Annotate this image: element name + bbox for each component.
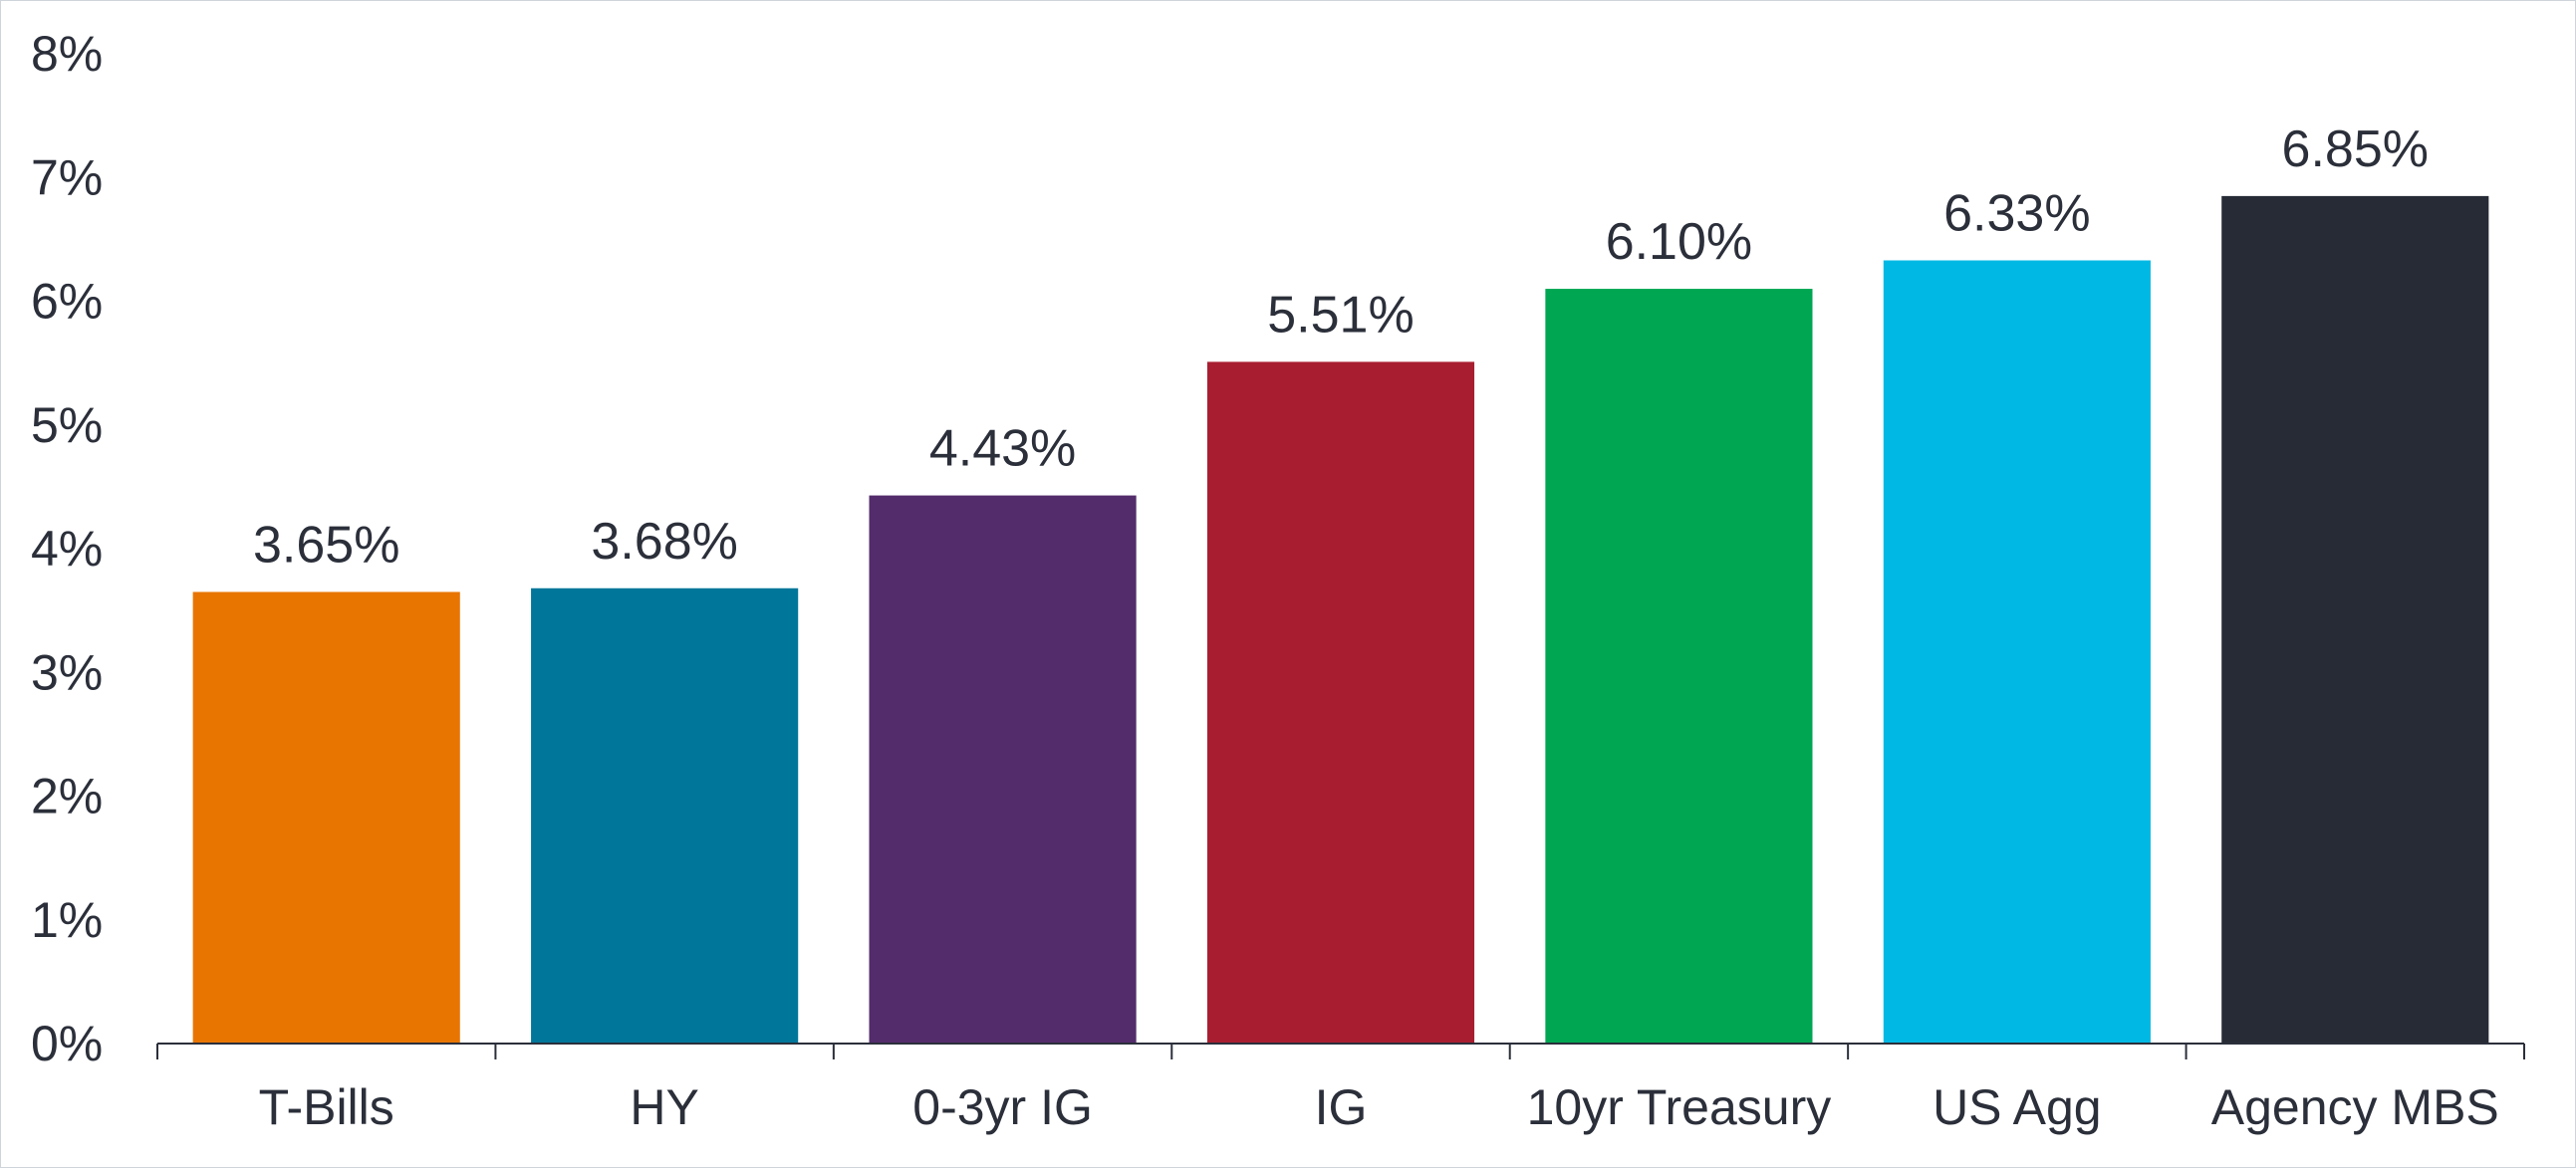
y-tick-label: 1% xyxy=(31,892,103,948)
x-tick-label: T-Bills xyxy=(259,1079,394,1135)
bar xyxy=(2221,195,2489,1044)
y-tick-label: 6% xyxy=(31,274,103,330)
data-label: 4.43% xyxy=(929,420,1076,478)
y-tick-label: 2% xyxy=(31,769,103,824)
y-tick-label: 5% xyxy=(31,397,103,453)
bar xyxy=(1545,289,1813,1044)
x-tick-label: 0-3yr IG xyxy=(912,1079,1093,1135)
data-label: 5.51% xyxy=(1267,286,1414,344)
y-tick-label: 4% xyxy=(31,521,103,577)
bar xyxy=(531,587,799,1044)
data-label: 3.68% xyxy=(591,513,737,571)
bars xyxy=(192,195,2489,1044)
data-label: 6.85% xyxy=(2282,120,2429,178)
y-tick-label: 8% xyxy=(31,26,103,82)
data-labels: 3.65% 3.68% 4.43% 5.51% 6.10% 6.33% 6.85% xyxy=(253,120,2429,575)
x-tick-label: US Agg xyxy=(1932,1079,2102,1135)
bar xyxy=(869,495,1137,1044)
bar xyxy=(192,591,460,1044)
x-tick-label: IG xyxy=(1315,1079,1368,1135)
bar xyxy=(1883,260,2151,1044)
y-tick-label: 0% xyxy=(31,1016,103,1071)
x-tick-label: HY xyxy=(630,1079,698,1135)
data-label: 6.33% xyxy=(1943,184,2090,242)
x-tick-label: Agency MBS xyxy=(2211,1079,2499,1135)
y-tick-label: 7% xyxy=(31,149,103,205)
x-tick-label: 10yr Treasury xyxy=(1527,1079,1832,1135)
y-tick-label: 3% xyxy=(31,644,103,700)
x-axis: T-Bills HY 0-3yr IG IG 10yr Treasury US Agg Ag… xyxy=(156,1043,2525,1135)
data-label: 6.10% xyxy=(1606,213,1752,271)
bar xyxy=(1206,361,1475,1044)
data-label: 3.65% xyxy=(253,516,399,574)
y-axis: 0% 1% 2% 3% 4% 5% 6% 7% 8% xyxy=(31,26,103,1071)
